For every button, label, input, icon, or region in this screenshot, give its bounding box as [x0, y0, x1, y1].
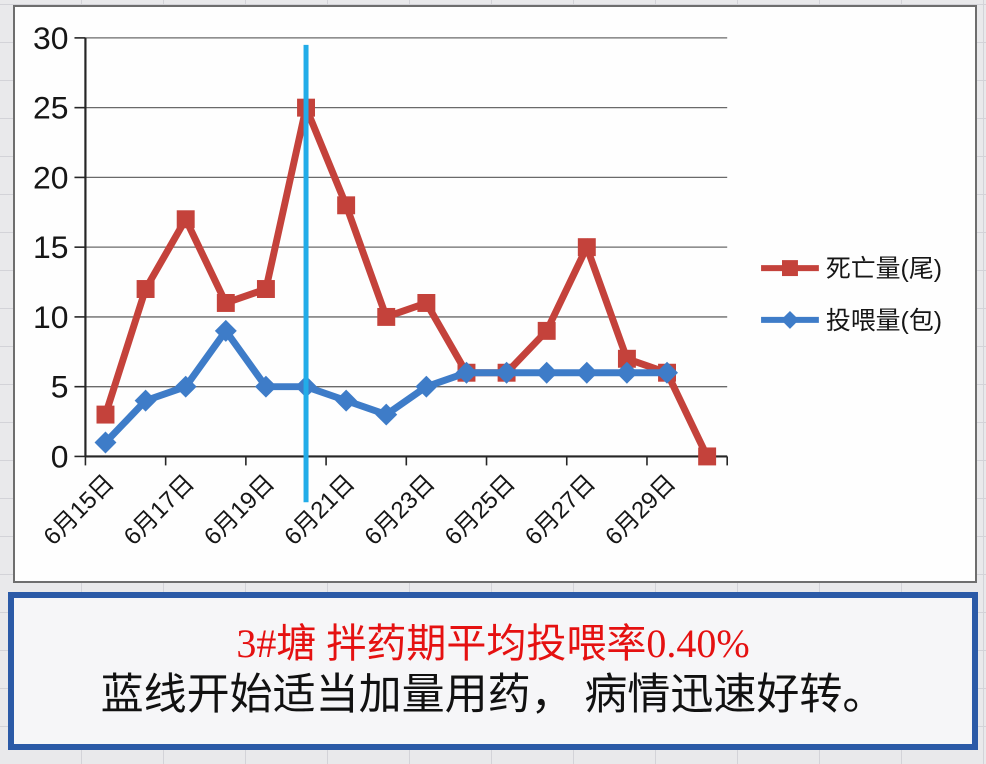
deaths-series-marker	[136, 280, 155, 298]
deaths-series-marker	[176, 210, 195, 229]
deaths-series-marker	[337, 196, 356, 215]
feed-series-marker	[495, 361, 518, 384]
deaths-series-marker	[577, 238, 596, 257]
x-axis-label: 6月23日	[359, 469, 440, 550]
deaths-series-marker	[698, 447, 717, 466]
caption-title: 3#塘 拌药期平均投喂率0.40%	[236, 621, 750, 667]
y-axis-label: 10	[33, 299, 68, 335]
feed-series-marker	[174, 375, 197, 398]
legend-deaths-label: 死亡量(尾)	[826, 255, 942, 283]
x-axis-label: 6月27日	[520, 469, 601, 550]
legend-deaths-marker-icon	[782, 260, 798, 277]
deaths-series-marker	[96, 405, 115, 424]
y-axis-label: 5	[51, 369, 69, 405]
feed-series-marker	[415, 375, 438, 398]
chart-container: 0 5 10 15 20 25 30 6月15日 6月17日 6月19日 6月21日 6月23日 6月2…	[13, 5, 977, 583]
legend-feed-label: 投喂量(包)	[826, 307, 942, 335]
deaths-series-marker	[417, 294, 436, 312]
x-axis-label: 6月25日	[440, 469, 521, 550]
feed-series-marker	[535, 361, 558, 384]
y-axis-label: 30	[33, 20, 68, 56]
x-axis-label: 6月15日	[39, 469, 120, 550]
feed-series-marker	[335, 389, 358, 412]
x-axis-label: 6月21日	[279, 469, 360, 550]
x-axis-label: 6月29日	[600, 469, 681, 550]
deaths-series-marker	[537, 321, 556, 340]
feed-series-marker	[656, 361, 678, 384]
feed-series-marker	[575, 361, 598, 384]
y-axis-label: 15	[33, 229, 68, 265]
deaths-series-marker	[377, 307, 396, 326]
deaths-series-marker	[216, 294, 235, 312]
caption-note: 蓝线开始适当加量用药， 病情迅速好转。	[100, 672, 886, 720]
legend-feed-marker-icon	[781, 310, 799, 329]
y-axis-label: 20	[33, 159, 68, 195]
y-axis-label: 0	[51, 438, 69, 474]
x-axis-label: 6月19日	[199, 469, 280, 550]
x-axis-label: 6月17日	[119, 469, 200, 550]
deaths-series-marker	[256, 280, 275, 298]
deaths-series-marker	[617, 349, 636, 368]
y-axis-label: 25	[33, 90, 68, 126]
caption-box: 3#塘 拌药期平均投喂率0.40% 蓝线开始适当加量用药， 病情迅速好转。	[8, 592, 978, 750]
deaths-series-line	[102, 96, 711, 458]
